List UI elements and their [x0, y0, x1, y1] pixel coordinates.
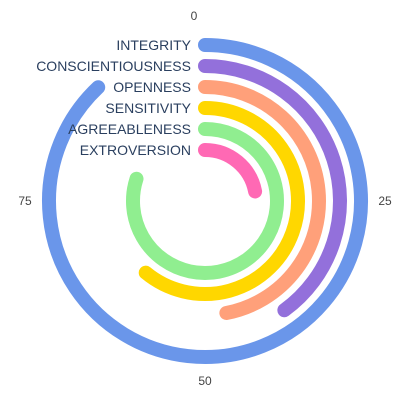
- bar-conscientiousness: [198, 59, 347, 318]
- bar-openness: [198, 80, 326, 320]
- tick-label-50: 50: [198, 374, 212, 388]
- bar-sensitivity: [138, 101, 305, 301]
- tick-label-25: 25: [378, 194, 392, 208]
- tick-label-0: 0: [191, 9, 198, 23]
- label-agreeableness: AGREEABLENESS: [68, 121, 191, 137]
- label-conscientiousness: CONSCIENTIOUSNESS: [36, 58, 191, 74]
- category-labels: INTEGRITY CONSCIENTIOUSNESS OPENNESS SENSIT…: [36, 37, 191, 158]
- label-integrity: INTEGRITY: [116, 37, 191, 53]
- bar-extroversion: [198, 143, 263, 199]
- bars-layer: [42, 38, 368, 364]
- angular-tick-labels: 0 25 50 75: [18, 9, 392, 388]
- bar-agreeableness: [126, 122, 284, 280]
- label-openness: OPENNESS: [113, 79, 191, 95]
- label-sensitivity: SENSITIVITY: [105, 100, 191, 116]
- bar-integrity: [42, 38, 368, 364]
- label-extroversion: EXTROVERSION: [80, 142, 191, 158]
- tick-label-75: 75: [18, 194, 32, 208]
